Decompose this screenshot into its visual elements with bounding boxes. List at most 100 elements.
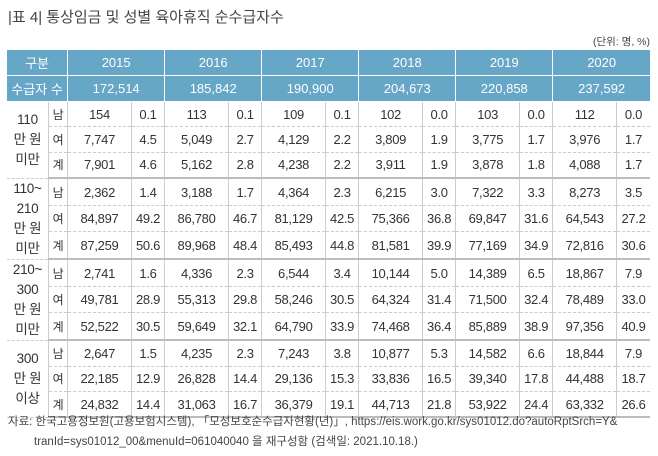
sex-label: 계 [48, 152, 69, 180]
percent-cell: 0.1 [228, 101, 263, 128]
table-row: 계 7,901 4.6 5,162 2.8 4,238 2.2 3,911 1.9 3,878 1.… [7, 152, 650, 180]
count-cell: 8,273 [552, 178, 617, 206]
count-cell: 10,877 [358, 340, 423, 367]
percent-cell: 48.4 [228, 231, 263, 261]
count-cell: 10,144 [358, 259, 423, 287]
header-row-recipients: 수급자 수 172,514 185,842 190,900 204,673 220,85… [7, 75, 650, 102]
table-row: 여 22,185 12.9 26,828 14.4 29,136 15.3 33,836 16.… [7, 366, 650, 392]
count-cell: 4,129 [261, 126, 326, 153]
percent-cell: 24.4 [519, 391, 554, 419]
percent-cell: 3.0 [422, 178, 457, 206]
percent-cell: 2.2 [325, 152, 360, 180]
count-cell: 4,088 [552, 152, 617, 180]
table-row: 210~ 300 만 원 미만 남 2,741 1.6 4,336 2.3 6,544 3.4… [7, 259, 650, 341]
recipients-count: 190,900 [261, 75, 360, 102]
count-cell: 3,911 [358, 152, 423, 180]
sex-label: 남 [48, 101, 69, 128]
percent-cell: 40.9 [616, 312, 650, 342]
count-cell: 103 [455, 101, 520, 128]
count-cell: 71,500 [455, 286, 520, 314]
count-cell: 59,649 [164, 312, 229, 342]
count-cell: 72,816 [552, 231, 617, 261]
table-row: 여 49,781 28.9 55,313 29.8 58,246 30.5 64,324 31.… [7, 286, 650, 314]
count-cell: 63,332 [552, 391, 617, 419]
percent-cell: 0.1 [131, 101, 166, 128]
year-header: 2020 [552, 50, 650, 76]
recipients-count: 204,673 [358, 75, 457, 102]
table-row: 110~ 210 만 원 미만 남 2,362 1.4 3,188 1.7 4,364 2.3… [7, 178, 650, 260]
count-cell: 31,063 [164, 391, 229, 419]
count-cell: 5,049 [164, 126, 229, 153]
recipients-header: 수급자 수 [7, 75, 69, 102]
percent-cell: 6.5 [519, 259, 554, 287]
count-cell: 97,356 [552, 312, 617, 342]
count-cell: 26,828 [164, 366, 229, 392]
percent-cell: 30.5 [325, 286, 360, 314]
sex-label: 계 [48, 312, 69, 342]
percent-cell: 29.8 [228, 286, 263, 314]
percent-cell: 19.1 [325, 391, 360, 419]
percent-cell: 4.6 [131, 152, 166, 180]
percent-cell: 0.1 [325, 101, 360, 128]
sex-label: 남 [48, 259, 69, 287]
count-cell: 5,162 [164, 152, 229, 180]
sex-label: 여 [48, 126, 69, 153]
count-cell: 87,259 [67, 231, 132, 261]
sex-label: 계 [48, 391, 69, 419]
count-cell: 85,889 [455, 312, 520, 342]
table-row: 계 52,522 30.5 59,649 32.1 64,790 33.9 74,468 36.… [7, 312, 650, 342]
percent-cell: 33.9 [325, 312, 360, 342]
year-header: 2018 [358, 50, 457, 76]
year-header: 2015 [67, 50, 166, 76]
table-row: 110 만 원 미만 남 154 0.1 113 0.1 109 0.1 102 0.0 103 0.… [7, 101, 650, 179]
percent-cell: 33.0 [616, 286, 650, 314]
count-cell: 22,185 [67, 366, 132, 392]
count-cell: 64,543 [552, 205, 617, 233]
count-cell: 52,522 [67, 312, 132, 342]
percent-cell: 31.6 [519, 205, 554, 233]
percent-cell: 3.8 [325, 340, 360, 367]
count-cell: 3,878 [455, 152, 520, 180]
count-cell: 102 [358, 101, 423, 128]
percent-cell: 2.3 [228, 340, 263, 367]
year-header: 2019 [455, 50, 554, 76]
count-cell: 81,129 [261, 205, 326, 233]
count-cell: 7,901 [67, 152, 132, 180]
count-cell: 44,713 [358, 391, 423, 419]
count-cell: 4,336 [164, 259, 229, 287]
percent-cell: 15.3 [325, 366, 360, 392]
count-cell: 44,488 [552, 366, 617, 392]
count-cell: 6,215 [358, 178, 423, 206]
percent-cell: 49.2 [131, 205, 166, 233]
percent-cell: 12.9 [131, 366, 166, 392]
percent-cell: 3.4 [325, 259, 360, 287]
sex-label: 여 [48, 205, 69, 233]
count-cell: 85,493 [261, 231, 326, 261]
count-cell: 4,238 [261, 152, 326, 180]
percent-cell: 0.0 [616, 101, 650, 128]
count-cell: 75,366 [358, 205, 423, 233]
percent-cell: 16.7 [228, 391, 263, 419]
percent-cell: 28.9 [131, 286, 166, 314]
percent-cell: 3.3 [519, 178, 554, 206]
count-cell: 55,313 [164, 286, 229, 314]
count-cell: 113 [164, 101, 229, 128]
percent-cell: 17.8 [519, 366, 554, 392]
sex-label: 여 [48, 286, 69, 314]
table-title: |표 4| 통상임금 및 성별 육아휴직 순수급자수 [8, 9, 284, 26]
percent-cell: 2.3 [228, 259, 263, 287]
percent-cell: 4.5 [131, 126, 166, 153]
count-cell: 24,832 [67, 391, 132, 419]
count-cell: 3,188 [164, 178, 229, 206]
count-cell: 2,647 [67, 340, 132, 367]
percent-cell: 27.2 [616, 205, 650, 233]
count-cell: 7,747 [67, 126, 132, 153]
wage-group-label: 110~ 210 만 원 미만 [7, 178, 49, 260]
source-note: 자료: 한국고용정보원(고용보험시스템), 「모성보호순수급자현황(년)」, h… [8, 412, 617, 452]
percent-cell: 1.6 [131, 259, 166, 287]
percent-cell: 0.0 [422, 101, 457, 128]
count-cell: 58,246 [261, 286, 326, 314]
percent-cell: 1.7 [616, 152, 650, 180]
percent-cell: 39.9 [422, 231, 457, 261]
percent-cell: 0.0 [519, 101, 554, 128]
